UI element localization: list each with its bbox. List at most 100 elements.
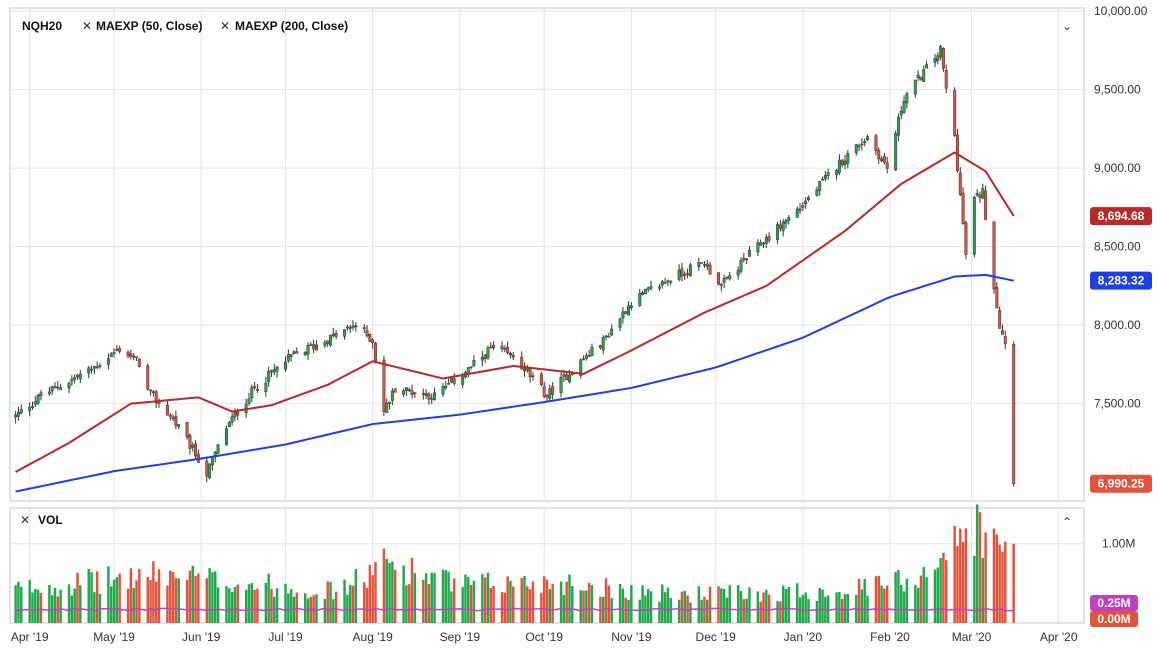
- candle-body: [579, 359, 583, 376]
- candle-body: [944, 70, 948, 89]
- legend-ma200[interactable]: MAEXP (200, Close): [235, 19, 348, 33]
- candle-body: [717, 272, 720, 285]
- candle-body: [309, 344, 313, 346]
- volume-bar: [194, 575, 197, 623]
- candle-body: [404, 387, 408, 391]
- volume-bar: [978, 512, 982, 623]
- x-tick-label: Sep '19: [440, 630, 481, 644]
- candle-body: [953, 90, 957, 136]
- volume-bar: [579, 590, 582, 623]
- chevron-up-icon[interactable]: ⌃: [1062, 515, 1072, 529]
- candle-body: [230, 416, 234, 423]
- candle-body: [365, 330, 369, 337]
- y-tick-label: 10,000.00: [1094, 4, 1148, 18]
- candle-body: [233, 412, 237, 418]
- candle-body: [759, 242, 763, 246]
- candle-body: [132, 355, 136, 358]
- candle-body: [627, 305, 631, 316]
- volume-bar: [953, 525, 956, 623]
- legend-symbol[interactable]: NQH20: [22, 19, 62, 33]
- legend-ma50[interactable]: MAEXP (50, Close): [96, 19, 202, 33]
- volume-bar: [31, 592, 34, 623]
- close-x-icon[interactable]: ✕: [220, 19, 230, 33]
- candle-body: [90, 368, 94, 371]
- candle-body: [992, 221, 996, 290]
- volume-bar: [275, 588, 279, 623]
- candle-body: [98, 365, 102, 367]
- candle-body: [795, 208, 799, 218]
- candle-body: [545, 395, 549, 398]
- candle-body: [106, 358, 110, 365]
- volume-bar: [520, 578, 523, 623]
- volume-bar: [500, 592, 504, 623]
- y-tick-label: 7,500.00: [1094, 397, 1141, 411]
- volume-bar: [185, 580, 189, 623]
- candle-body: [449, 377, 453, 383]
- volume-bar: [126, 588, 130, 623]
- x-tick-label: Dec '19: [696, 630, 737, 644]
- candle-body: [877, 150, 881, 160]
- candle-body: [109, 353, 113, 358]
- candle-body: [520, 356, 524, 370]
- volume-bar: [385, 558, 388, 623]
- candle-body: [382, 359, 386, 412]
- volume-bar: [363, 582, 366, 623]
- candle-body: [413, 392, 417, 394]
- candle-body: [618, 318, 622, 328]
- candle-body: [778, 224, 782, 229]
- candle-body: [16, 412, 20, 417]
- candle-body: [421, 393, 425, 395]
- candle-body: [345, 326, 349, 329]
- candle-body: [660, 281, 664, 286]
- x-tick-label: Mar '20: [952, 630, 992, 644]
- candle-body: [697, 262, 701, 267]
- candle-body: [270, 370, 273, 373]
- volume-bar: [452, 578, 456, 623]
- candle-body: [978, 194, 982, 198]
- volume-bar: [706, 599, 709, 623]
- chevron-down-icon[interactable]: ⌄: [1062, 19, 1072, 33]
- candle-body: [688, 264, 692, 276]
- candle-body: [604, 335, 608, 338]
- close-x-icon[interactable]: ✕: [82, 19, 92, 33]
- volume-bar: [804, 592, 807, 623]
- volume-bar: [551, 583, 554, 623]
- volume-bar: [840, 598, 844, 623]
- close-x-icon[interactable]: ✕: [20, 513, 30, 527]
- candle-body: [334, 332, 338, 337]
- candle-body: [76, 375, 79, 377]
- volume-bar: [287, 593, 290, 623]
- candle-body: [326, 340, 330, 344]
- candle-body: [368, 334, 372, 342]
- volume-bar: [779, 601, 782, 623]
- volume-bar: [916, 587, 920, 623]
- candle-body: [649, 286, 653, 289]
- candle-body: [551, 386, 555, 395]
- volume-bar: [838, 591, 841, 623]
- volume-bar: [587, 582, 591, 623]
- candle-body: [902, 101, 906, 113]
- volume-bar: [244, 589, 248, 623]
- volume-bar: [846, 594, 850, 623]
- candle-body: [680, 268, 684, 277]
- volume-bar: [956, 546, 959, 623]
- volume-bar: [315, 594, 318, 623]
- candle-body: [801, 205, 805, 208]
- candle-body: [764, 236, 768, 244]
- candle-body: [47, 391, 51, 395]
- candle-body: [815, 189, 819, 196]
- candle-body: [643, 289, 647, 294]
- volume-bar: [677, 599, 681, 623]
- candle-body: [225, 428, 228, 446]
- candle-body: [941, 48, 945, 69]
- candle-body: [539, 373, 543, 386]
- volume-bar: [801, 594, 805, 623]
- volume-bar: [343, 579, 346, 623]
- candle-body: [719, 284, 723, 286]
- candle-body: [67, 382, 71, 389]
- y-tick-label: 8,500.00: [1094, 240, 1141, 254]
- volume-bar: [174, 578, 178, 623]
- volume-bar: [351, 585, 355, 623]
- candle-body: [863, 141, 867, 144]
- volume-bar: [461, 587, 464, 623]
